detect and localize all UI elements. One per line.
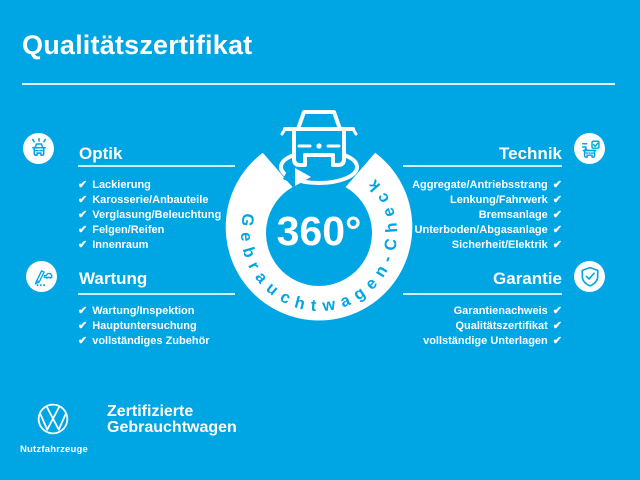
checklist-item: ✔ Karosserie/Anbauteile [78, 192, 221, 207]
checklist-item: ✔ Verglasung/Beleuchtung [78, 207, 221, 222]
car-360-rotation-icon [279, 110, 359, 186]
wartung-section-title: Wartung [79, 269, 148, 288]
checklist-item-label: Qualitätszertifikat [455, 319, 548, 332]
checklist-item-label: Wartung/Inspektion [92, 304, 195, 317]
checklist-item: vollständige Unterlagen ✔ [342, 333, 562, 348]
checklist-item: ✔ vollständiges Zubehör [78, 333, 210, 348]
checklist-item-label: Karosserie/Anbauteile [92, 193, 209, 206]
checklist-item-label: Unterboden/Abgasanlage [414, 223, 548, 236]
technik-section-title: Technik [499, 144, 562, 163]
checklist-item: Unterboden/Abgasanlage ✔ [342, 222, 562, 237]
garantie-checklist: Garantienachweis ✔ Qualitätszertifikat ✔ v… [342, 303, 562, 348]
title-divider [22, 83, 615, 85]
check-icon: ✔ [78, 305, 88, 317]
garantie-section-rule [403, 293, 562, 295]
checklist-item: Garantienachweis ✔ [342, 303, 562, 318]
checklist-item: Aggregate/Antriebsstrang ✔ [342, 177, 562, 192]
technik-section-icon [574, 133, 605, 164]
checklist-item-label: Felgen/Reifen [92, 223, 165, 236]
check-icon: ✔ [552, 179, 562, 191]
checklist-item-label: Lackierung [92, 178, 151, 191]
technik-section-rule [403, 165, 562, 167]
checklist-item: ✔ Hauptuntersuchung [78, 318, 210, 333]
check-icon: ✔ [78, 320, 88, 332]
check-icon: ✔ [552, 305, 562, 317]
check-icon: ✔ [552, 194, 562, 206]
car-checklist-icon [581, 140, 600, 158]
footer-label-line2: Gebrauchtwagen [107, 419, 237, 436]
check-icon: ✔ [78, 224, 88, 236]
checklist-item: Sicherheit/Elektrik ✔ [342, 237, 562, 252]
garantie-section-icon [574, 261, 605, 292]
shield-check-icon [580, 266, 599, 287]
checklist-item: ✔ Innenraum [78, 237, 221, 252]
footer-label: Zertifizierte Gebrauchtwagen [107, 404, 237, 436]
optik-checklist: ✔ Lackierung ✔ Karosserie/Anbauteile ✔ Verg… [78, 177, 221, 252]
optik-section-icon [23, 133, 54, 164]
optik-section-title: Optik [79, 144, 123, 163]
optik-section-rule [78, 165, 235, 167]
check-icon: ✔ [78, 179, 88, 191]
checklist-item-label: Verglasung/Beleuchtung [92, 208, 222, 221]
check-icon: ✔ [552, 320, 562, 332]
checklist-item: ✔ Lackierung [78, 177, 221, 192]
checklist-item: ✔ Felgen/Reifen [78, 222, 221, 237]
check-icon: ✔ [78, 194, 88, 206]
technik-checklist: Aggregate/Antriebsstrang ✔ Lenkung/Fahrwe… [342, 177, 562, 252]
check-icon: ✔ [78, 209, 88, 221]
garantie-section-title: Garantie [493, 269, 562, 288]
checklist-item: Bremsanlage ✔ [342, 207, 562, 222]
checklist-item: Qualitätszertifikat ✔ [342, 318, 562, 333]
checklist-item-label: Aggregate/Antriebsstrang [412, 178, 548, 191]
footer-label-line1: Zertifizierte [107, 403, 194, 420]
checklist-item-label: Lenkung/Fahrwerk [449, 193, 548, 206]
checklist-item-label: Sicherheit/Elektrik [451, 238, 548, 251]
shiny-car-icon [31, 137, 46, 156]
checklist-item-label: Bremsanlage [478, 208, 548, 221]
checklist-item: Lenkung/Fahrwerk ✔ [342, 192, 562, 207]
check-icon: ✔ [552, 224, 562, 236]
wartung-section-rule [78, 293, 235, 295]
check-icon: ✔ [552, 239, 562, 251]
checklist-item: ✔ Wartung/Inspektion [78, 303, 210, 318]
page-title: Qualitätszertifikat [22, 30, 253, 60]
checklist-item-label: vollständige Unterlagen [423, 334, 548, 347]
vw-brand-label: Nutzfahrzeuge [19, 444, 89, 455]
check-icon: ✔ [552, 335, 562, 347]
checklist-item-label: Hauptuntersuchung [92, 319, 197, 332]
wartung-checklist: ✔ Wartung/Inspektion ✔ Hauptuntersuchung ✔… [78, 303, 210, 348]
check-icon: ✔ [78, 239, 88, 251]
service-record-icon [34, 269, 52, 286]
check-icon: ✔ [78, 335, 88, 347]
check-icon: ✔ [552, 209, 562, 221]
wartung-section-icon [26, 261, 57, 292]
checklist-item-label: Innenraum [92, 238, 149, 251]
vw-logo [37, 403, 69, 435]
checklist-item-label: vollständiges Zubehör [92, 334, 210, 347]
checklist-item-label: Garantienachweis [453, 304, 548, 317]
